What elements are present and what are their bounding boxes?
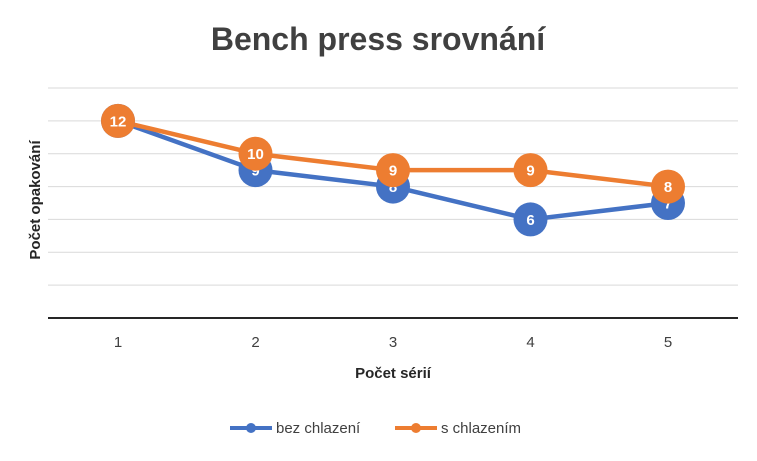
data-label: 9: [389, 163, 397, 180]
data-point: [651, 169, 685, 204]
x-tick-labels: 1 2 3 4 5: [114, 334, 672, 351]
legend-item: bez chlazení: [230, 420, 361, 437]
data-point: [513, 153, 548, 188]
legend-label: bez chlazení: [276, 420, 361, 437]
data-label: 12: [110, 113, 127, 130]
legend-label: s chlazením: [441, 420, 521, 437]
data-label: 6: [526, 212, 534, 229]
data-label: 8: [664, 179, 672, 196]
series-layer: 1298671210998: [101, 103, 685, 237]
data-point: [376, 153, 410, 188]
x-tick-label: 4: [526, 334, 534, 351]
data-label: 8: [389, 179, 397, 196]
x-axis-title: Počet sérií: [355, 365, 432, 382]
legend: bez chlazení s chlazením: [230, 420, 521, 437]
x-tick-label: 5: [664, 334, 672, 351]
chart-title: Bench press srovnání: [211, 21, 546, 57]
data-point: [101, 103, 135, 138]
legend-marker: [246, 423, 256, 433]
data-label: 9: [251, 163, 259, 180]
y-axis-title: Počet opakování: [27, 140, 44, 260]
x-tick-label: 3: [389, 334, 397, 351]
data-label: 10: [247, 146, 264, 163]
legend-marker: [411, 423, 421, 433]
data-point: [238, 136, 273, 171]
series-markers: 1298671210998: [101, 103, 685, 237]
data-label: 7: [664, 196, 672, 213]
x-tick-label: 2: [251, 334, 259, 351]
legend-item: s chlazením: [395, 420, 521, 437]
data-label: 9: [526, 163, 534, 180]
x-tick-label: 1: [114, 334, 122, 351]
data-point: [513, 202, 548, 237]
